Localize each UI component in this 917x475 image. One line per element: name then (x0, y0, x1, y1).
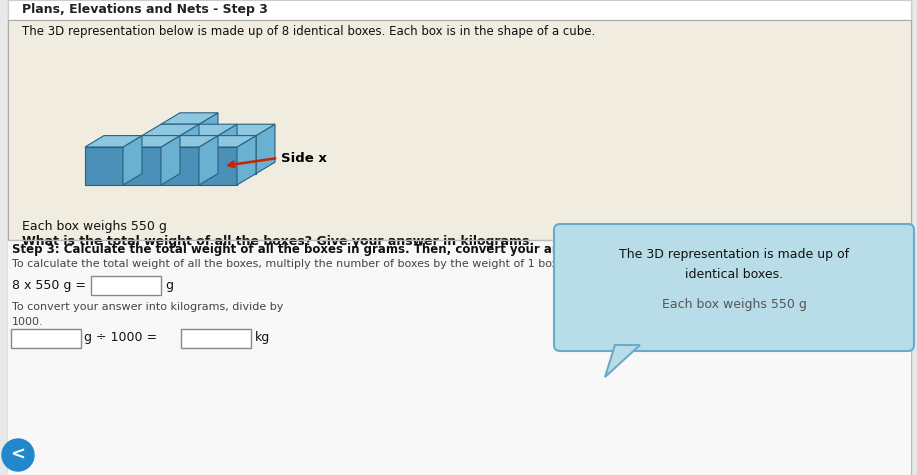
Text: g: g (165, 278, 173, 292)
Polygon shape (199, 135, 218, 185)
Polygon shape (199, 113, 218, 162)
Text: identical boxes.: identical boxes. (685, 268, 783, 281)
Polygon shape (199, 147, 237, 185)
Text: Side x: Side x (281, 152, 326, 164)
Text: <: < (10, 446, 26, 464)
Text: Step 3: Calculate the total weight of all the boxes in grams. Then, convert your: Step 3: Calculate the total weight of al… (12, 243, 672, 256)
Text: The 3D representation below is made up of 8 identical boxes. Each box is in the : The 3D representation below is made up o… (22, 25, 595, 38)
Polygon shape (142, 124, 199, 135)
Polygon shape (123, 147, 161, 185)
Polygon shape (85, 147, 123, 185)
Text: What is the total weight of all the boxes? Give your answer in kilograms.: What is the total weight of all the boxe… (22, 235, 534, 248)
Polygon shape (161, 113, 218, 124)
Text: 1000.: 1000. (12, 317, 44, 327)
FancyBboxPatch shape (8, 0, 911, 20)
Text: Plans, Elevations and Nets - Step 3: Plans, Elevations and Nets - Step 3 (22, 3, 268, 17)
FancyBboxPatch shape (8, 20, 911, 240)
Polygon shape (161, 124, 199, 162)
Text: Each box weighs 550 g: Each box weighs 550 g (22, 220, 167, 233)
Text: 8 x 550 g =: 8 x 550 g = (12, 279, 86, 292)
Polygon shape (218, 135, 256, 173)
Text: The 3D representation is made up of: The 3D representation is made up of (619, 248, 849, 261)
Text: g ÷ 1000 =: g ÷ 1000 = (84, 332, 157, 344)
Polygon shape (180, 135, 218, 173)
FancyBboxPatch shape (8, 0, 911, 475)
FancyBboxPatch shape (91, 276, 161, 295)
Polygon shape (161, 147, 199, 185)
Polygon shape (142, 135, 180, 173)
Polygon shape (85, 135, 142, 147)
Polygon shape (218, 124, 237, 173)
Polygon shape (161, 135, 218, 147)
Polygon shape (218, 124, 275, 135)
FancyBboxPatch shape (554, 224, 914, 351)
Circle shape (2, 439, 34, 471)
Polygon shape (256, 124, 275, 173)
Polygon shape (123, 135, 142, 185)
FancyBboxPatch shape (8, 240, 911, 475)
Polygon shape (180, 124, 237, 135)
Polygon shape (237, 135, 256, 185)
Polygon shape (180, 124, 199, 173)
Text: To calculate the total weight of all the boxes, multiply the number of boxes by : To calculate the total weight of all the… (12, 259, 562, 269)
FancyBboxPatch shape (11, 329, 81, 348)
Polygon shape (605, 345, 640, 377)
Polygon shape (199, 135, 256, 147)
Text: kg: kg (255, 332, 271, 344)
Text: To convert your answer into kilograms, divide by: To convert your answer into kilograms, d… (12, 302, 283, 312)
Text: Each box weighs 550 g: Each box weighs 550 g (661, 298, 806, 311)
FancyBboxPatch shape (181, 329, 251, 348)
Polygon shape (161, 135, 180, 185)
Polygon shape (123, 135, 180, 147)
